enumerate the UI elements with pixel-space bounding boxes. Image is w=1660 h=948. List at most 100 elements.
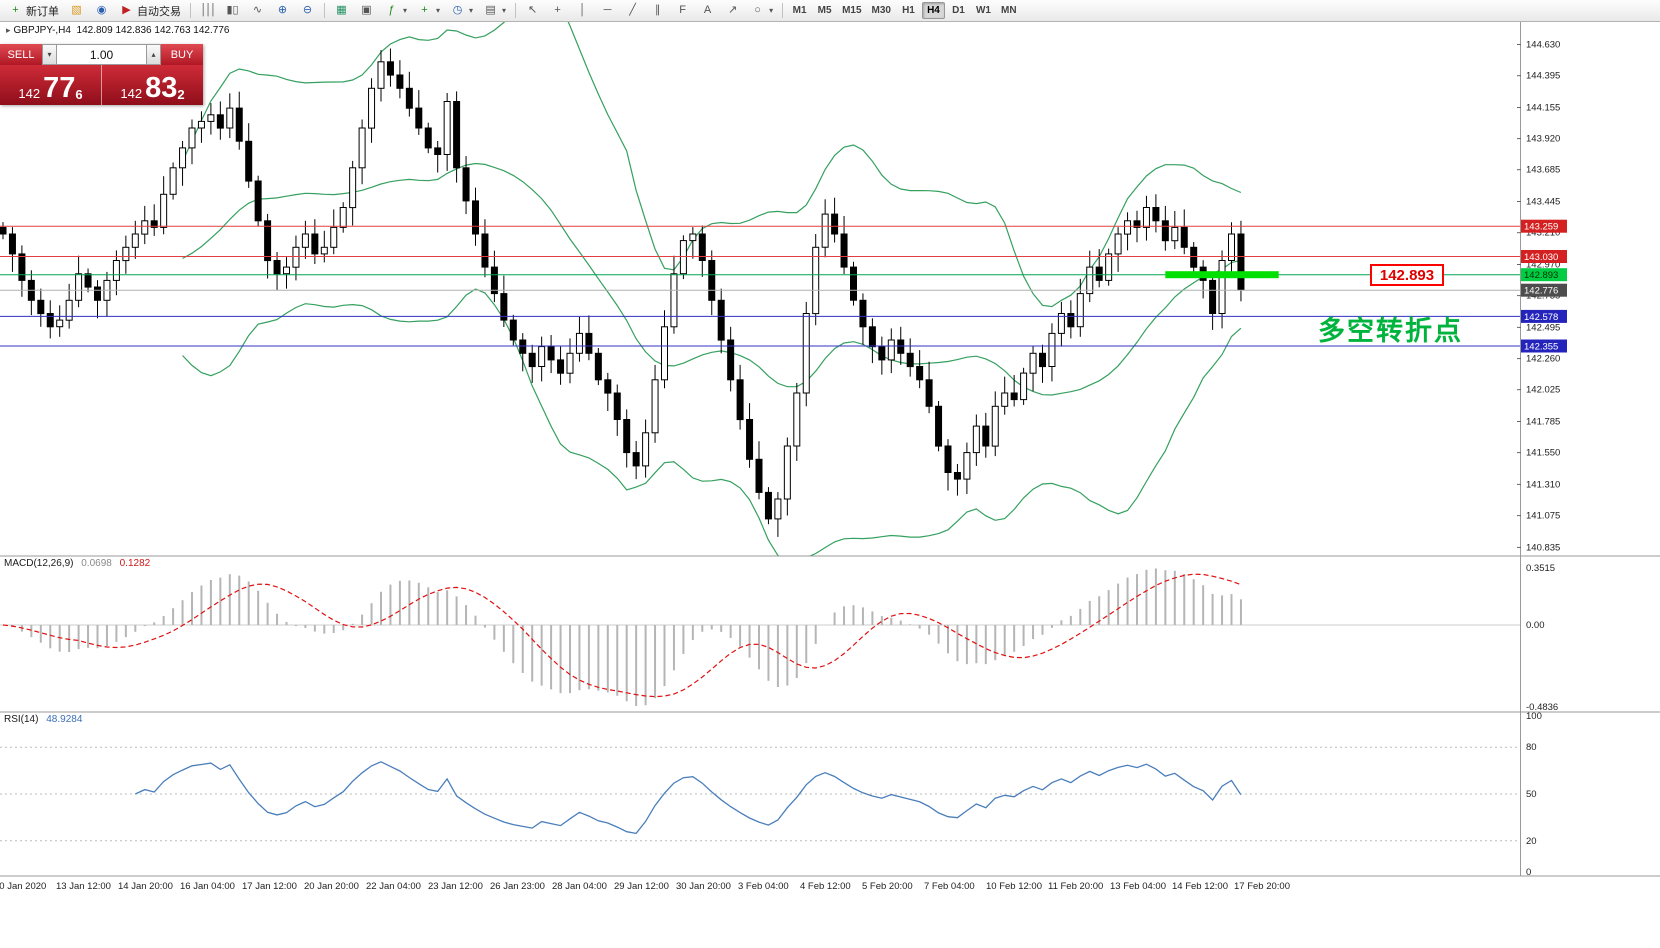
arrow-icon: ↗ [727, 4, 738, 16]
macd-panel[interactable]: 0.3515 0.00 -0.4836 [0, 563, 1558, 713]
lot-decrease-button[interactable]: ▾ [42, 44, 57, 65]
text-tool-button[interactable]: A [695, 1, 720, 20]
candle [122, 246, 130, 262]
sell-price[interactable]: 142 77 6 [0, 65, 102, 105]
lot-size-field[interactable]: 1.00 [57, 44, 146, 65]
dropdown-icon: ▾ [469, 6, 474, 15]
candle [566, 352, 574, 374]
svg-text:144.630: 144.630 [1526, 40, 1560, 51]
dropdown-icon: ▾ [502, 6, 507, 15]
candle [226, 107, 234, 129]
svg-text:13 Jan 12:00: 13 Jan 12:00 [56, 881, 111, 892]
candle [264, 220, 272, 262]
line-chart-button[interactable]: ∿ [245, 1, 270, 20]
zoom-out-button[interactable]: ⊖ [295, 1, 320, 20]
auto-trading-label: 自动交易 [137, 5, 181, 18]
dropdown-icon: ▾ [436, 6, 441, 15]
highlight-bar[interactable] [1165, 271, 1279, 279]
marker-icon: ▸ [6, 25, 11, 35]
svg-text:100: 100 [1526, 711, 1542, 722]
candle [1057, 313, 1065, 334]
candle [396, 74, 404, 89]
rsi-panel[interactable]: 100 80 50 20 0 [0, 711, 1542, 878]
crosshair-tool-button[interactable]: + [545, 1, 570, 20]
tile-windows-button[interactable]: ▦ [329, 1, 354, 20]
tab-timeframe-M30[interactable]: M30 [871, 5, 891, 16]
templates-button[interactable]: ▤ ▾ [478, 1, 511, 20]
candle [37, 299, 45, 315]
toolbar-separator [515, 3, 517, 18]
cursor-icon: ↖ [527, 4, 538, 16]
arrows-tool-button[interactable]: ↗ [720, 1, 745, 20]
svg-text:141.075: 141.075 [1526, 511, 1560, 522]
svg-text:5 Feb 20:00: 5 Feb 20:00 [862, 881, 913, 892]
trendline-tool-button[interactable]: ╱ [620, 1, 645, 20]
candle [1180, 226, 1188, 248]
candle [679, 240, 687, 275]
tab-timeframe-M1[interactable]: M1 [792, 5, 807, 16]
svg-text:142.776: 142.776 [1524, 286, 1558, 297]
price-chart[interactable]: 144.630 144.395 144.155 143.920 143.685 143.4… [0, 22, 1660, 948]
periods-button[interactable]: ◷ ▾ [445, 1, 478, 20]
tab-timeframe-H4[interactable]: H4 [921, 2, 945, 19]
time-axis[interactable]: 10 Jan 2020 13 Jan 12:00 14 Jan 20:00 16 Ja… [0, 881, 1290, 892]
candle [1237, 233, 1245, 291]
candle [216, 114, 224, 129]
buy-price-sup: 2 [177, 87, 185, 102]
new-chart-button[interactable]: + ▾ [412, 1, 445, 20]
shapes-tool-button[interactable]: ○ ▾ [745, 1, 778, 20]
channel-tool-button[interactable]: ∥ [645, 1, 670, 20]
tab-timeframe-H1[interactable]: H1 [902, 5, 915, 16]
fibonacci-tool-button[interactable]: F [670, 1, 695, 20]
candle [661, 326, 668, 381]
candle [727, 339, 735, 381]
ohlc-values: 142.809 142.836 142.763 142.776 [76, 25, 230, 36]
cursor-tool-button[interactable]: ↖ [520, 1, 545, 20]
candle [349, 167, 357, 209]
new-order-label: 新订单 [26, 5, 59, 18]
bar-chart-button[interactable]: │││ [195, 1, 220, 20]
candle [821, 213, 829, 248]
new-order-button[interactable]: + 新订单 [3, 1, 64, 20]
svg-text:143.685: 143.685 [1526, 165, 1560, 176]
lot-increase-button[interactable]: ▴ [146, 44, 161, 65]
candle [1086, 266, 1094, 295]
candle [405, 87, 413, 109]
buy-price[interactable]: 142 83 2 [102, 65, 203, 105]
svg-text:142.025: 142.025 [1526, 385, 1560, 396]
svg-text:20: 20 [1526, 836, 1537, 847]
candle [339, 207, 347, 228]
candle [1209, 279, 1217, 314]
accounts-button[interactable]: ◉ [89, 1, 114, 20]
candle [982, 425, 990, 447]
market-watch-button[interactable]: ▧ [64, 1, 89, 20]
vertical-line-tool-button[interactable]: │ [570, 1, 595, 20]
candle [169, 167, 177, 195]
price-scale[interactable]: 144.630 144.395 144.155 143.920 143.685 143.4… [1517, 40, 1567, 554]
horizontal-line-tool-button[interactable]: ─ [595, 1, 620, 20]
buy-button[interactable]: BUY [161, 44, 203, 65]
tab-timeframe-D1[interactable]: D1 [952, 5, 965, 16]
tab-timeframe-M5[interactable]: M5 [817, 5, 832, 16]
svg-text:140.835: 140.835 [1526, 542, 1560, 553]
candle [1114, 233, 1122, 255]
tab-timeframe-W1[interactable]: W1 [975, 5, 991, 16]
svg-text:26 Jan 23:00: 26 Jan 23:00 [490, 881, 545, 892]
auto-trading-button[interactable]: ▶ 自动交易 [114, 1, 186, 20]
main-plot-area[interactable] [0, 22, 1520, 561]
candle [887, 339, 895, 361]
candle [490, 266, 498, 295]
tab-timeframe-M15[interactable]: M15 [842, 5, 862, 16]
cascade-windows-button[interactable]: ▣ [354, 1, 379, 20]
price-label-box[interactable]: 142.893 [1370, 264, 1444, 286]
sell-button[interactable]: SELL [0, 44, 42, 65]
candlestick-chart-button[interactable]: ▮▯ [220, 1, 245, 20]
tab-timeframe-MN[interactable]: MN [1000, 5, 1017, 16]
zoom-in-button[interactable]: ⊕ [270, 1, 295, 20]
indicators-button[interactable]: ƒ ▾ [379, 1, 412, 20]
svg-text:141.550: 141.550 [1526, 448, 1560, 459]
candle [443, 101, 451, 155]
turning-point-note[interactable]: 多空转折点 [1318, 316, 1463, 346]
svg-text:143.259: 143.259 [1524, 222, 1558, 233]
candle [831, 213, 839, 235]
